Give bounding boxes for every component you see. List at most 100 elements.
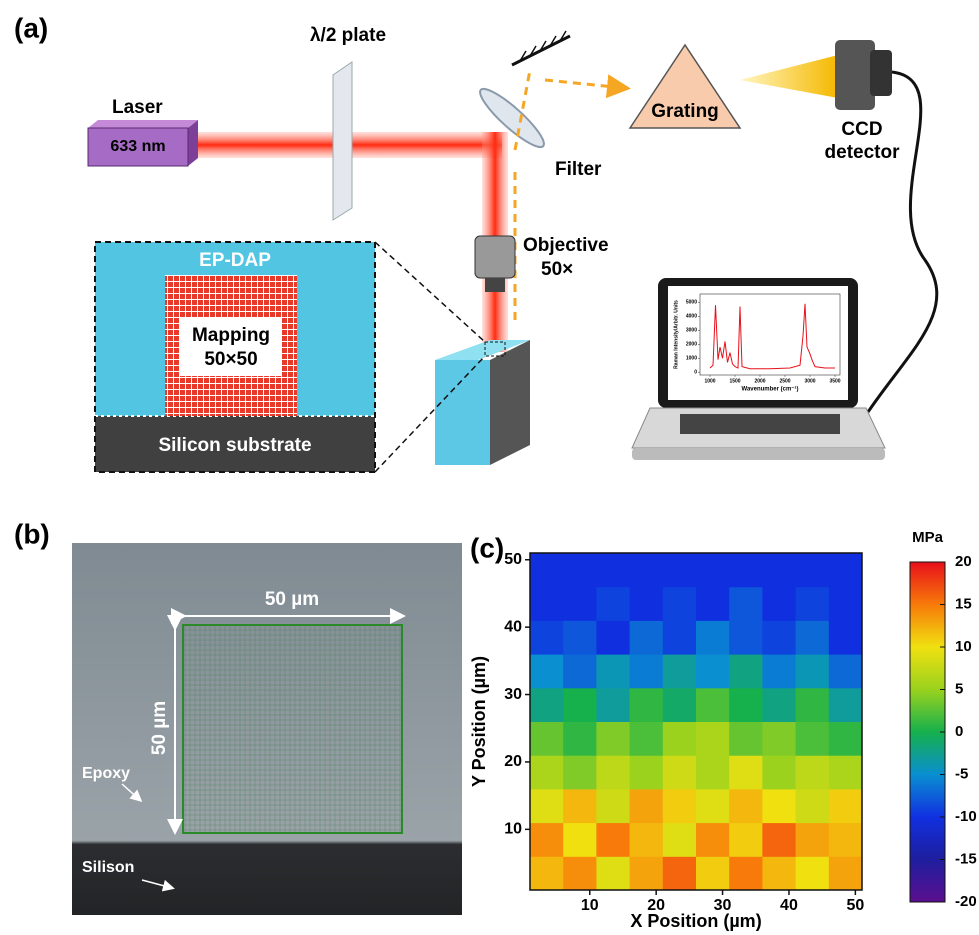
heatmap-cell bbox=[530, 553, 564, 587]
heatmap-cell bbox=[630, 654, 664, 688]
keyboard bbox=[680, 414, 840, 434]
heatmap-cell bbox=[762, 856, 796, 890]
substrate-label: Silicon substrate bbox=[158, 435, 311, 456]
heatmap-cell bbox=[596, 620, 630, 654]
heatmap-cell bbox=[530, 789, 564, 823]
heatmap-cell bbox=[829, 620, 863, 654]
heatmap-cell bbox=[729, 755, 763, 789]
heatmap-cell bbox=[729, 587, 763, 621]
heatmap-cell bbox=[829, 654, 863, 688]
half-wave-plate bbox=[333, 62, 352, 220]
heatmap-cell bbox=[596, 823, 630, 857]
ccd-label: detector bbox=[825, 142, 901, 163]
colorbar-tick-label: 10 bbox=[955, 638, 972, 655]
heatmap-cell bbox=[696, 755, 730, 789]
coating-label: EP-DAP bbox=[199, 250, 271, 271]
laser-label: Laser bbox=[112, 97, 163, 118]
laser-side bbox=[188, 120, 198, 166]
heatmap-cell bbox=[630, 688, 664, 722]
heatmap-cell bbox=[796, 620, 830, 654]
y-axis-label: Y Position (µm) bbox=[469, 656, 489, 787]
heatmap-cell bbox=[696, 553, 730, 587]
heatmap-cell bbox=[663, 755, 697, 789]
heatmap-cell bbox=[596, 587, 630, 621]
heatmap-cell bbox=[563, 755, 597, 789]
heatmap-cell bbox=[596, 856, 630, 890]
heatmap-cell bbox=[696, 823, 730, 857]
y-tick-label: 4000 bbox=[686, 314, 697, 320]
plate-label: λ/2 plate bbox=[310, 25, 386, 46]
heatmap-cells bbox=[530, 553, 863, 891]
heatmap-cell bbox=[829, 823, 863, 857]
colorbar-tick-label: -20 bbox=[955, 893, 977, 910]
x-tick-label: 3500 bbox=[829, 378, 840, 384]
laptop-edge bbox=[632, 448, 885, 460]
objective-label: 50× bbox=[541, 259, 573, 280]
heatmap-cell bbox=[796, 856, 830, 890]
objective-tip bbox=[485, 278, 505, 292]
heatmap-cell bbox=[630, 823, 664, 857]
heatmap-cell bbox=[630, 755, 664, 789]
heatmap-cell bbox=[696, 789, 730, 823]
panel-label: (c) bbox=[470, 532, 504, 563]
x-tick-label: 10 bbox=[581, 897, 599, 914]
heatmap-cell bbox=[696, 620, 730, 654]
heatmap-cell bbox=[796, 688, 830, 722]
heatmap-cell bbox=[696, 722, 730, 756]
colorbar-tick-label: -5 bbox=[955, 765, 968, 782]
heatmap-cell bbox=[696, 587, 730, 621]
heatmap-cell bbox=[729, 823, 763, 857]
y-tick-label: 1000 bbox=[686, 356, 697, 362]
heatmap-cell bbox=[696, 688, 730, 722]
colorbar bbox=[910, 562, 945, 902]
mapping-label: Mapping bbox=[192, 325, 270, 346]
heatmap-cell bbox=[663, 688, 697, 722]
laser-wavelength: 633 nm bbox=[110, 138, 165, 155]
filter-label: Filter bbox=[555, 159, 602, 180]
heatmap-cell bbox=[762, 823, 796, 857]
x-tick-label: 3000 bbox=[804, 378, 815, 384]
y-axis-label: Raman Intensity/Arbitr. Units bbox=[673, 300, 679, 369]
heatmap-cell bbox=[630, 789, 664, 823]
heatmap-cell bbox=[762, 654, 796, 688]
width-label: 50 µm bbox=[265, 589, 319, 610]
heatmap-cell bbox=[663, 553, 697, 587]
heatmap-cell bbox=[563, 722, 597, 756]
heatmap-cell bbox=[729, 553, 763, 587]
heatmap-cell bbox=[630, 620, 664, 654]
heatmap-cell bbox=[663, 789, 697, 823]
heatmap-cell bbox=[729, 722, 763, 756]
heatmap-cell bbox=[563, 688, 597, 722]
heatmap-cell bbox=[796, 553, 830, 587]
x-tick-label: 2500 bbox=[779, 378, 790, 384]
heatmap-cell bbox=[563, 654, 597, 688]
heatmap-cell bbox=[829, 789, 863, 823]
heatmap-cell bbox=[663, 620, 697, 654]
y-tick-label: 3000 bbox=[686, 328, 697, 334]
heatmap-cell bbox=[762, 722, 796, 756]
heatmap-cell bbox=[663, 654, 697, 688]
colorbar-tick-label: 15 bbox=[955, 595, 972, 612]
sample bbox=[435, 360, 490, 465]
heatmap-cell bbox=[729, 856, 763, 890]
height-label: 50 µm bbox=[149, 701, 170, 755]
objective-label: Objective bbox=[523, 235, 609, 256]
heatmap-cell bbox=[796, 755, 830, 789]
x-axis-label: X Position (µm) bbox=[630, 911, 761, 931]
heatmap-cell bbox=[630, 553, 664, 587]
heatmap-cell bbox=[696, 654, 730, 688]
colorbar-label: MPa bbox=[912, 529, 944, 546]
heatmap-cell bbox=[829, 688, 863, 722]
mapping-label: 50×50 bbox=[204, 349, 257, 370]
laser-top bbox=[88, 120, 198, 128]
heatmap-cell bbox=[762, 755, 796, 789]
heatmap-cell bbox=[663, 823, 697, 857]
epoxy-label: Epoxy bbox=[82, 765, 130, 782]
heatmap-cell bbox=[729, 789, 763, 823]
heatmap-cell bbox=[696, 856, 730, 890]
heatmap-cell bbox=[563, 553, 597, 587]
y-tick-label: 40 bbox=[504, 618, 522, 635]
heatmap-cell bbox=[563, 856, 597, 890]
heatmap-cell bbox=[729, 620, 763, 654]
